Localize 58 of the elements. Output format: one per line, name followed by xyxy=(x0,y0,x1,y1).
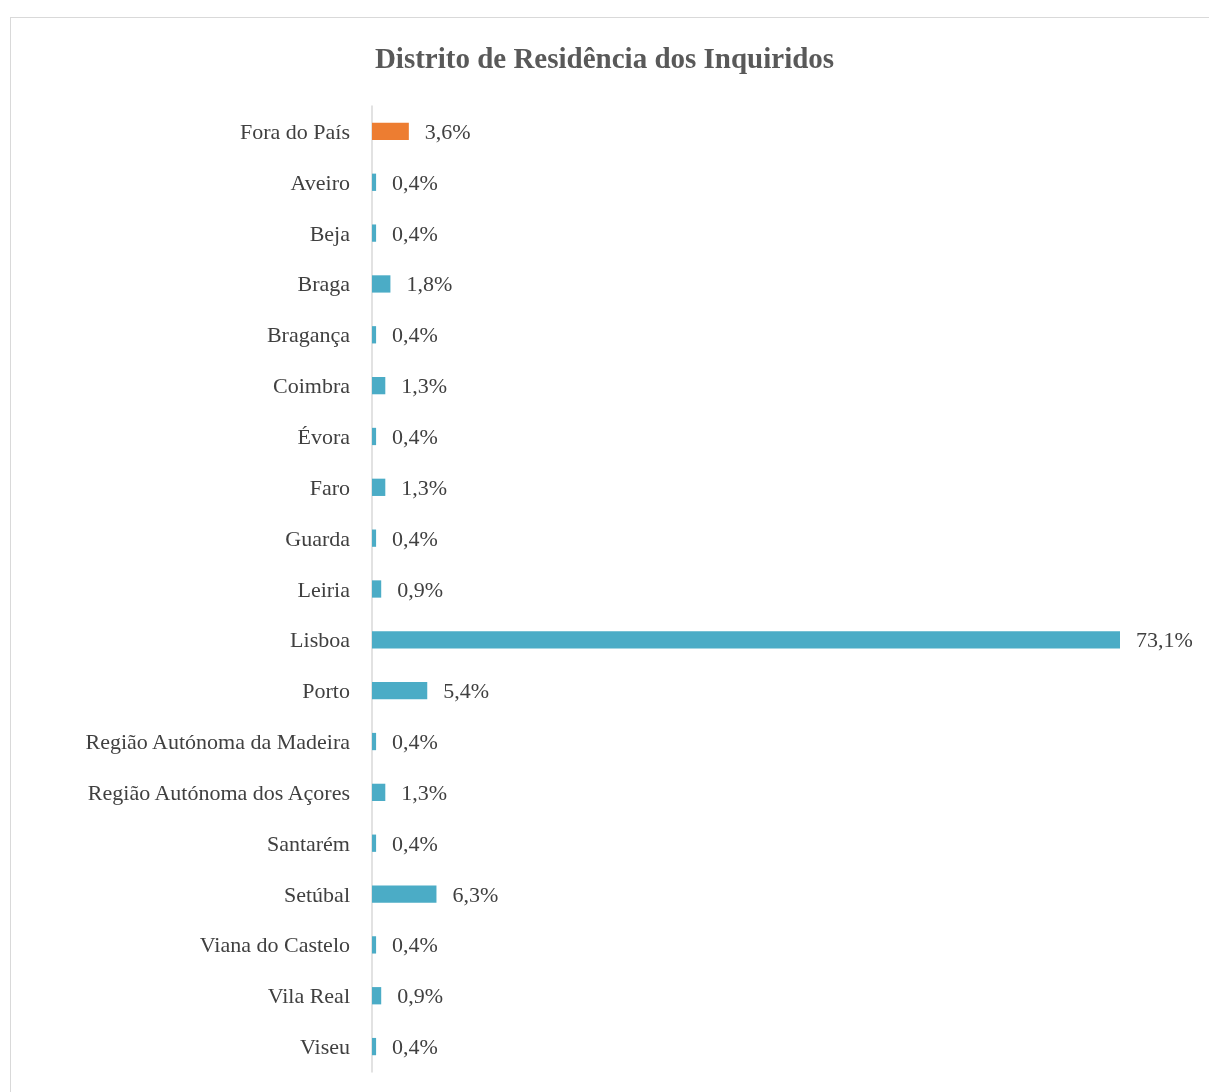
bar xyxy=(372,936,377,954)
bar xyxy=(372,1037,377,1056)
bar xyxy=(372,580,382,598)
bar xyxy=(372,427,377,446)
bar xyxy=(372,987,382,1005)
data-label: 0,4% xyxy=(392,423,438,449)
bar xyxy=(372,631,1120,649)
bar xyxy=(372,122,409,141)
y-tick-label: Setúbal xyxy=(284,881,350,907)
y-tick-label: Guarda xyxy=(285,525,351,551)
y-tick-label: Bragança xyxy=(266,322,351,348)
y-tick-label: Região Autónoma dos Açores xyxy=(87,779,350,805)
data-label: 73,1% xyxy=(1136,627,1193,653)
y-tick-label: Aveiro xyxy=(290,169,350,195)
data-label: 0,4% xyxy=(392,322,438,348)
y-tick-label: Fora do País xyxy=(240,118,350,144)
y-tick-label: Santarém xyxy=(266,830,350,856)
data-label: 3,6% xyxy=(424,118,471,144)
bar xyxy=(372,783,386,802)
y-tick-label: Braga xyxy=(297,271,351,297)
data-label: 0,9% xyxy=(397,983,444,1009)
data-label: 0,4% xyxy=(392,525,438,551)
y-tick-label: Leiria xyxy=(297,576,351,602)
data-label: 0,4% xyxy=(392,169,438,195)
bar xyxy=(372,173,377,191)
bar xyxy=(372,529,377,547)
data-label: 1,8% xyxy=(406,271,453,297)
y-tick-label: Lisboa xyxy=(290,627,351,653)
data-label: 0,4% xyxy=(392,729,438,755)
bar xyxy=(372,885,437,903)
y-tick-label: Porto xyxy=(302,678,350,704)
data-label: 0,4% xyxy=(392,932,438,958)
y-tick-label: Região Autónoma da Madeira xyxy=(85,729,351,755)
y-tick-label: Beja xyxy=(309,220,351,246)
y-tick-label: Viana do Castelo xyxy=(199,932,350,958)
data-label: 0,9% xyxy=(397,576,444,602)
chart-title: Distrito de Residência dos Inquiridos xyxy=(374,41,835,74)
bar xyxy=(372,326,377,344)
data-label: 0,4% xyxy=(392,1034,438,1060)
y-tick-label: Viseu xyxy=(299,1034,350,1060)
y-tick-label: Évora xyxy=(297,423,351,449)
data-label: 0,4% xyxy=(392,220,438,246)
data-label: 0,4% xyxy=(392,830,438,856)
bar xyxy=(372,224,377,242)
y-tick-label: Vila Real xyxy=(267,983,350,1009)
y-tick-label: Coimbra xyxy=(273,373,351,399)
y-tick-label: Faro xyxy=(309,474,350,500)
data-label: 1,3% xyxy=(401,474,448,500)
bar xyxy=(372,682,428,700)
bar xyxy=(372,732,377,751)
bar xyxy=(372,376,386,395)
bar xyxy=(372,478,386,496)
data-label: 5,4% xyxy=(443,678,490,704)
bar xyxy=(372,275,391,293)
data-label: 1,3% xyxy=(401,373,448,399)
data-label: 6,3% xyxy=(452,881,499,907)
data-label: 1,3% xyxy=(401,779,448,805)
bar xyxy=(372,834,377,852)
